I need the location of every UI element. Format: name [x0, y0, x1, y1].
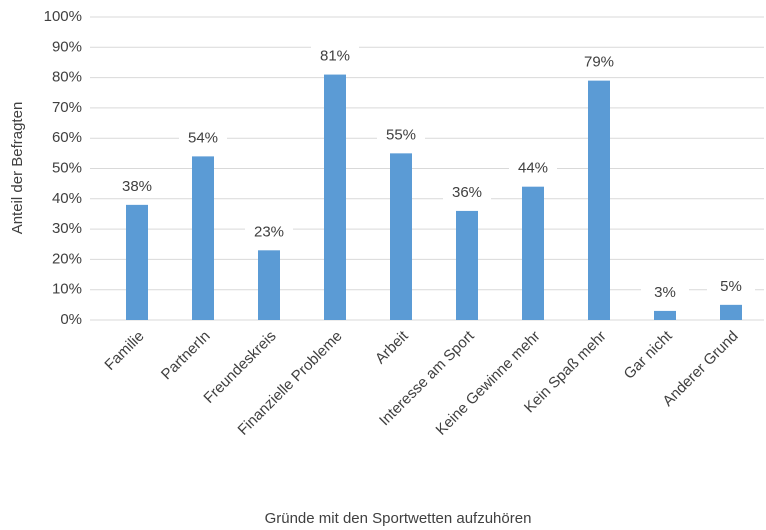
y-tick-label: 50%: [52, 159, 82, 176]
data-label-bg: [575, 51, 623, 74]
y-tick-label: 40%: [52, 190, 82, 207]
x-tick-label: Gar nicht: [621, 327, 677, 383]
bar: [192, 156, 214, 320]
data-label: 79%: [584, 54, 614, 71]
y-axis-title: Anteil der Befragten: [9, 102, 26, 235]
bar: [126, 204, 148, 320]
bar: [456, 210, 478, 320]
data-label-bg: [113, 175, 161, 198]
data-label-bg: [443, 181, 491, 204]
y-tick-label: 20%: [52, 250, 82, 267]
y-tick-label: 90%: [52, 38, 82, 55]
bar: [654, 310, 676, 320]
data-label: 23%: [254, 223, 284, 240]
x-tick-label: Arbeit: [372, 327, 412, 367]
y-tick-label: 70%: [52, 99, 82, 116]
bar: [588, 80, 610, 320]
data-label-bg: [377, 124, 425, 147]
data-label-bg: [641, 281, 689, 304]
y-tick-label: 0%: [60, 311, 82, 328]
data-label: 38%: [122, 178, 152, 195]
y-tick-label: 10%: [52, 281, 82, 298]
x-tick-label: Familie: [101, 328, 147, 374]
data-label: 3%: [654, 284, 676, 301]
data-label-bg: [311, 45, 359, 68]
bar: [258, 250, 280, 320]
y-tick-label: 80%: [52, 69, 82, 86]
x-axis-title: Gründe mit den Sportwetten aufzuhören: [265, 510, 532, 527]
bar: [390, 153, 412, 320]
data-label-bg: [245, 221, 293, 244]
data-label-bg: [179, 127, 227, 150]
y-tick-label: 60%: [52, 129, 82, 146]
data-label: 5%: [720, 278, 742, 295]
data-label: 81%: [320, 48, 350, 65]
bar: [720, 304, 742, 320]
data-label: 44%: [518, 160, 548, 177]
x-tick-label: PartnerIn: [158, 328, 214, 384]
data-label-bg: [707, 275, 755, 298]
bar: [324, 74, 346, 320]
y-tick-label: 30%: [52, 220, 82, 237]
bar: [522, 186, 544, 320]
data-label-bg: [509, 157, 557, 180]
data-label: 54%: [188, 129, 218, 146]
data-label: 36%: [452, 184, 482, 201]
data-label: 55%: [386, 126, 416, 143]
y-tick-label: 100%: [44, 8, 82, 25]
